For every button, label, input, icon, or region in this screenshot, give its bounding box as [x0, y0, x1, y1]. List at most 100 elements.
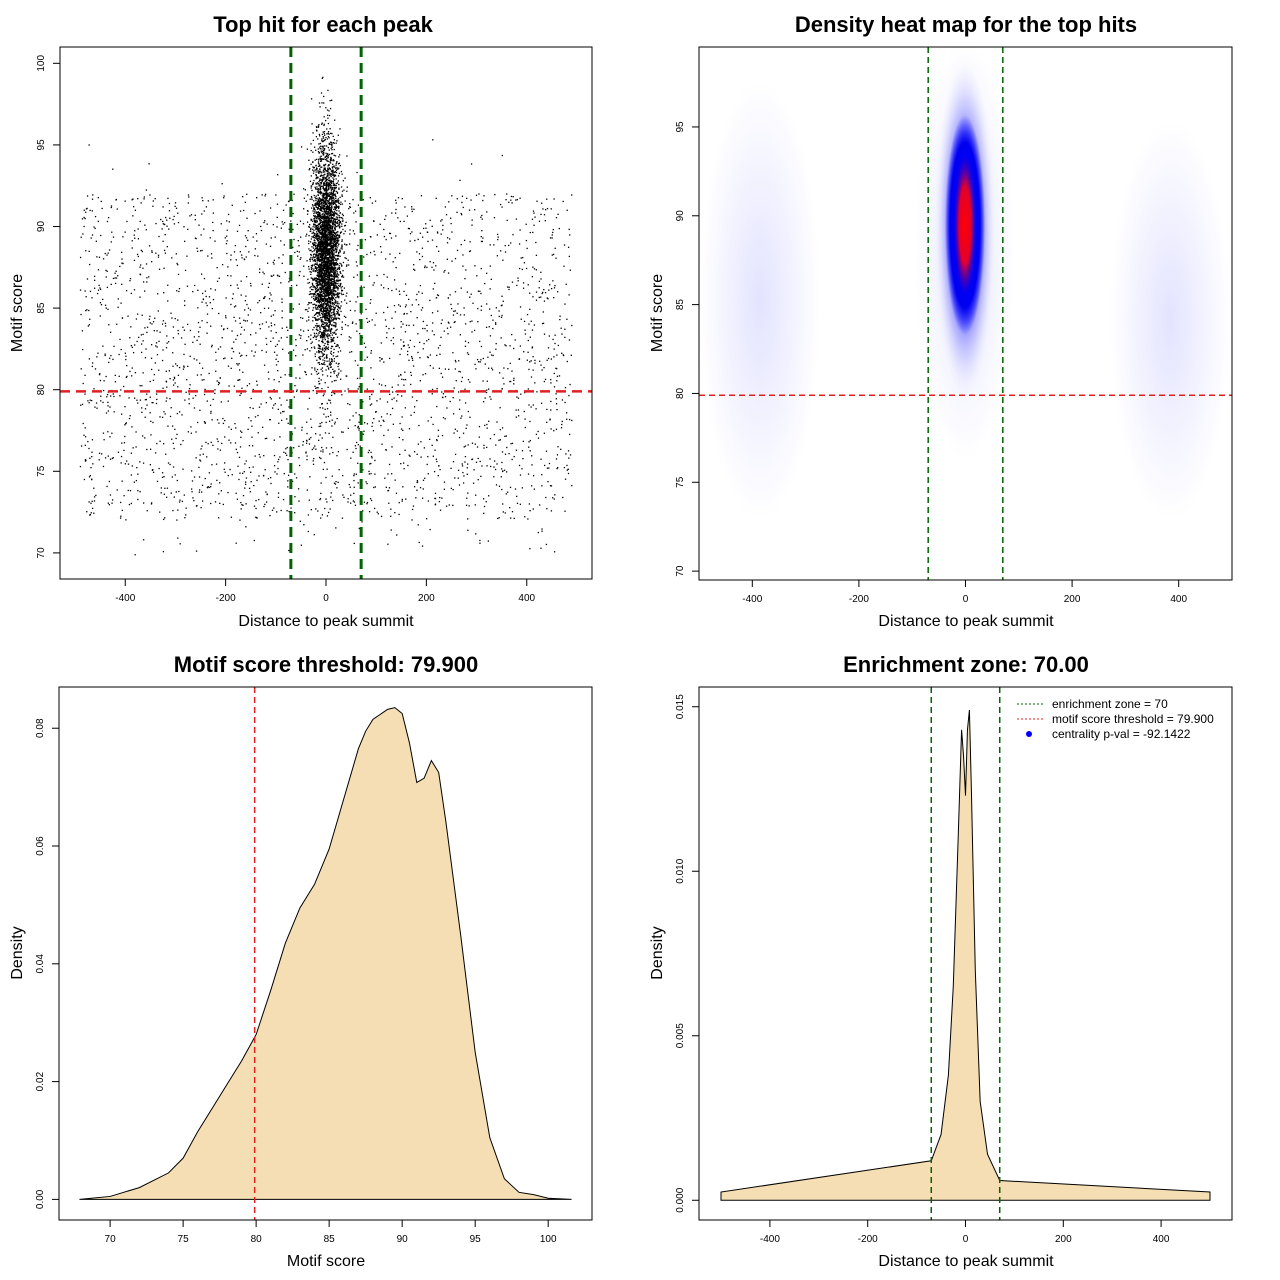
scatter-point — [327, 252, 330, 254]
scatter-x-tick-label: 400 — [518, 593, 535, 604]
scatter-point — [319, 142, 322, 145]
scatter-point — [174, 202, 177, 204]
scatter-point — [415, 299, 417, 301]
scatter-point — [413, 451, 416, 453]
scatter-point — [311, 219, 313, 221]
scatter-point — [330, 266, 333, 268]
scatter-point — [326, 210, 328, 213]
scatter-point — [310, 253, 312, 256]
scatter-point — [422, 479, 425, 481]
scatter-point — [343, 189, 345, 191]
scatter-point — [326, 325, 328, 327]
scatter-point — [269, 245, 272, 247]
scatter-point — [320, 209, 323, 212]
scatter-point — [317, 202, 319, 204]
scatter-point — [338, 202, 340, 205]
scatter-point — [308, 293, 311, 296]
scatter-point — [312, 132, 314, 134]
scatter-point — [233, 341, 235, 343]
scatter-point — [319, 189, 322, 191]
scatter-point — [480, 475, 482, 478]
scatter-point — [333, 271, 335, 273]
scatter-point — [316, 250, 318, 252]
scatter-point — [335, 178, 337, 180]
scatter-point — [318, 345, 321, 347]
scatter-point — [325, 251, 327, 253]
scatter-point — [318, 257, 320, 259]
scatter-point — [333, 293, 335, 296]
scatter-point — [136, 253, 139, 256]
scatter-point — [329, 209, 332, 212]
scatter-point — [424, 266, 426, 269]
scatter-point — [317, 224, 319, 227]
scatter-point — [327, 153, 329, 155]
scatter-point — [332, 184, 335, 187]
scatter-point — [323, 288, 325, 291]
scatter-point — [318, 281, 320, 283]
scatter-point — [278, 257, 280, 259]
scatter-point — [498, 372, 501, 374]
scatter-point — [321, 298, 324, 300]
scatter-point — [333, 224, 335, 226]
scatter-point — [336, 305, 338, 307]
scatter-point — [325, 196, 327, 199]
scatter-point — [419, 341, 421, 344]
scatter-point — [330, 293, 333, 295]
scatter-point — [315, 318, 318, 321]
scatter-point — [327, 279, 329, 281]
scatter-point — [500, 337, 502, 339]
scatter-point — [212, 444, 214, 447]
scatter-point — [323, 267, 325, 270]
scatter-point — [317, 239, 320, 242]
scatter-point — [317, 308, 319, 310]
scatter-point — [326, 174, 329, 176]
scatter-point — [335, 200, 337, 202]
scatter-point — [309, 338, 312, 340]
scatter-point — [152, 402, 154, 404]
scatter-point — [329, 307, 331, 310]
scatter-point — [235, 492, 237, 494]
scatter-point — [313, 285, 315, 288]
scatter-point — [333, 372, 335, 374]
scatter-point — [330, 242, 333, 244]
scatter-point — [405, 294, 408, 296]
scatter-point — [236, 498, 239, 500]
scatter-point — [210, 288, 212, 290]
scatter-point — [462, 265, 464, 267]
scatter-point — [332, 186, 334, 189]
scatter-point — [368, 320, 371, 322]
scatter-point — [337, 241, 339, 243]
scatter-point — [336, 417, 338, 420]
scatter-point — [312, 303, 314, 306]
scatter-point — [339, 307, 341, 309]
scatter-point — [333, 273, 335, 275]
scatter-point — [321, 332, 323, 334]
scatter-point — [394, 311, 397, 313]
scatter-point — [317, 138, 319, 140]
scatter-point — [239, 355, 242, 357]
scatter-point — [332, 235, 334, 238]
scatter-point — [330, 279, 332, 281]
scatter-point — [327, 231, 329, 234]
scatter-point — [313, 166, 316, 169]
scatter-point — [335, 345, 337, 348]
scatter-point — [201, 301, 203, 303]
scatter-point — [321, 334, 324, 336]
scatter-point — [328, 210, 331, 212]
scatter-point — [315, 328, 318, 331]
scatter-point — [334, 306, 336, 309]
scatter-point — [341, 276, 343, 278]
scatter-point — [537, 531, 539, 534]
scatter-point — [216, 280, 219, 282]
scatter-point — [323, 313, 325, 315]
scatter-point — [323, 280, 325, 283]
scatter-point — [313, 332, 316, 334]
scatter-point — [323, 274, 325, 276]
scatter-point — [523, 351, 525, 353]
scatter-point — [337, 214, 339, 216]
scatter-point — [334, 240, 336, 243]
scatter-point — [323, 123, 325, 125]
scatter-point — [322, 140, 324, 143]
scatter-point — [310, 230, 312, 232]
scatter-point — [316, 254, 318, 256]
